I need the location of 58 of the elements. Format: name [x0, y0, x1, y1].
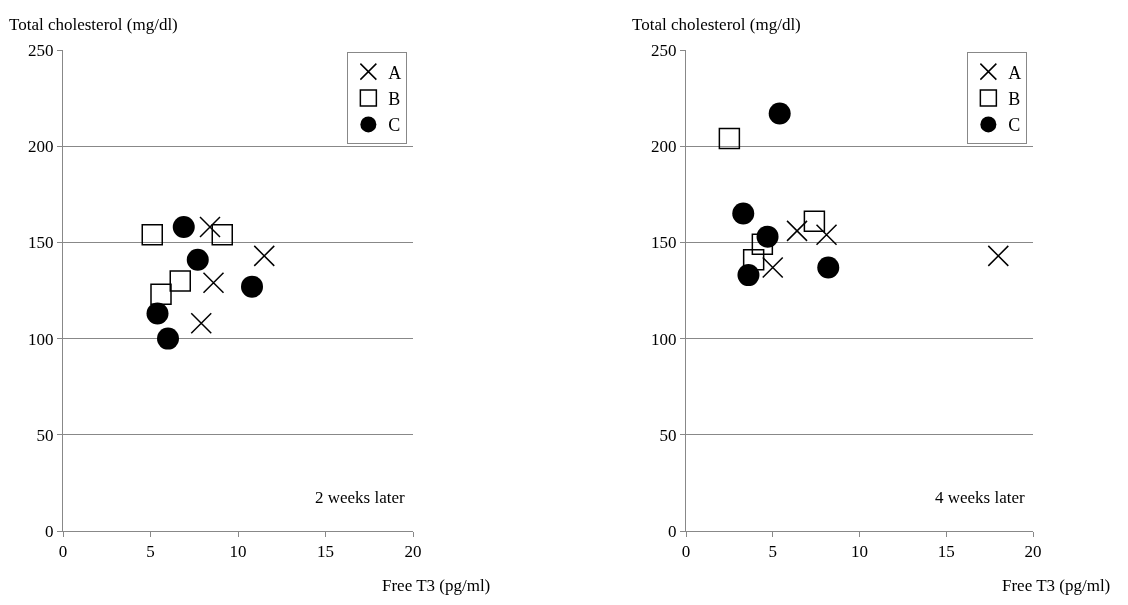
y-tick-label: 250	[651, 40, 677, 60]
point	[172, 216, 195, 238]
point	[186, 248, 209, 271]
y-tick-label: 50	[36, 425, 54, 445]
point	[987, 245, 1010, 267]
x-tick-label: 0	[681, 542, 691, 562]
point	[737, 264, 760, 287]
x-tick-label: 10	[851, 542, 868, 562]
y-tick-label: 150	[28, 233, 54, 253]
point	[169, 270, 191, 292]
y-tick-label: 150	[651, 233, 677, 253]
point	[190, 312, 212, 334]
x-tick-label: 0	[58, 542, 68, 562]
point	[786, 220, 808, 242]
point	[768, 102, 791, 125]
x-axis-title: Free T3 (pg/ml)	[382, 576, 491, 595]
y-axis-title: Total cholesterol (mg/dl)	[9, 15, 178, 34]
point	[756, 225, 779, 248]
x-tick-label: 20	[404, 542, 422, 562]
x-tick-label: 10	[229, 542, 247, 562]
y-tick-label: 200	[28, 137, 54, 157]
legend-label: B	[1008, 89, 1021, 110]
legend-label: C	[1008, 115, 1021, 136]
x-tick-label: 15	[317, 542, 334, 562]
point	[803, 210, 826, 232]
point	[742, 248, 765, 271]
point	[241, 275, 263, 298]
y-tick-label: 50	[659, 425, 677, 445]
legend-label: C	[388, 115, 401, 136]
point	[762, 256, 784, 279]
y-axis-title: Total cholesterol (mg/dl)	[632, 15, 801, 34]
legend-label: B	[388, 89, 401, 110]
point	[146, 302, 169, 325]
y-tick-label: 0	[45, 521, 54, 541]
y-tick-label: 100	[28, 329, 54, 349]
x-tick-label: 20	[1024, 542, 1042, 562]
point	[815, 223, 838, 246]
x-axis-title: Free T3 (pg/ml)	[1002, 576, 1111, 595]
x-tick-label: 15	[937, 542, 955, 562]
annotation: 4 weeks later	[935, 488, 1026, 507]
legend-label: A	[388, 62, 402, 83]
annotation: 2 weeks later	[315, 488, 406, 507]
point	[202, 272, 225, 294]
y-tick-label: 200	[651, 137, 677, 157]
x-tick-label: 5	[768, 542, 777, 562]
point	[141, 223, 163, 246]
y-tick-label: 0	[668, 521, 677, 541]
y-tick-label: 250	[28, 40, 54, 60]
point	[718, 127, 741, 150]
point	[732, 202, 755, 225]
point	[817, 256, 840, 279]
legend-label: A	[1008, 62, 1022, 83]
y-tick-label: 100	[651, 329, 677, 349]
point	[157, 327, 179, 350]
x-tick-label: 5	[146, 542, 155, 562]
point	[211, 223, 233, 246]
point	[253, 245, 275, 267]
point	[150, 283, 172, 306]
